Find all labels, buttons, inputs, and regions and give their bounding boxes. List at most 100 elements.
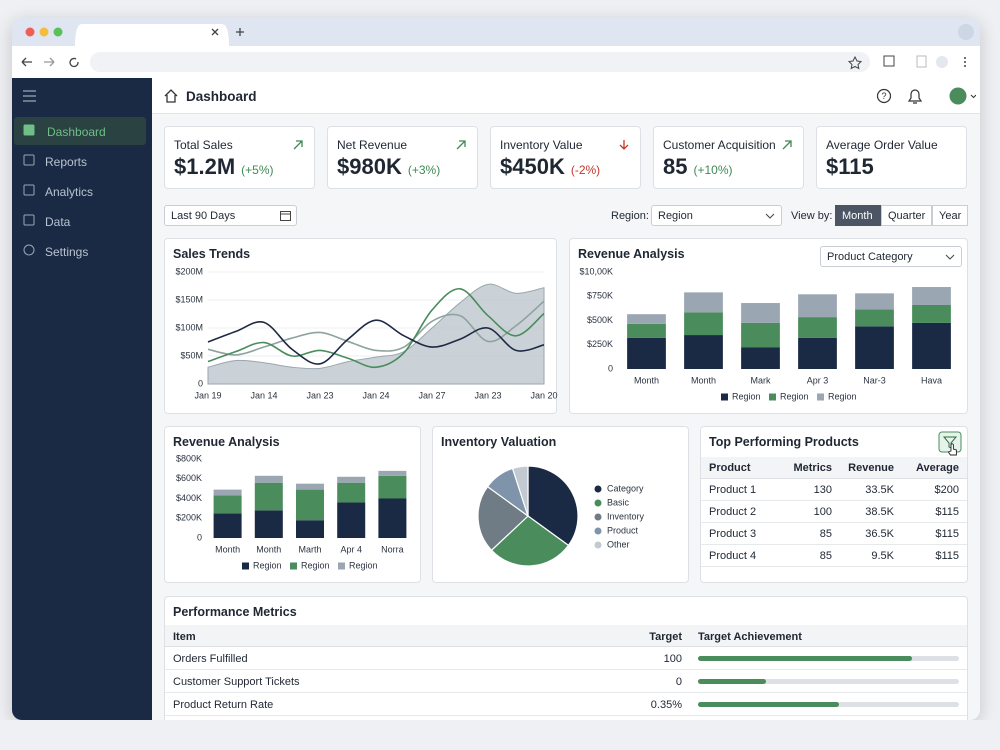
column-header: Target <box>649 631 682 643</box>
column-header: Target Achievement <box>698 631 802 643</box>
arrow <box>782 140 792 150</box>
hamburger[interactable] <box>23 90 37 102</box>
card-title: Revenue Analysis <box>173 435 280 449</box>
nav-item[interactable]: Analytics <box>12 177 152 205</box>
page-title: Dashboard <box>186 89 257 104</box>
min-dot[interactable] <box>39 27 49 37</box>
menu[interactable] <box>958 24 974 40</box>
nav-item[interactable]: Dashboard <box>14 117 146 145</box>
nav-item[interactable]: Settings <box>12 237 152 265</box>
table-row[interactable]: Product Return Rate 0.35% <box>165 693 967 716</box>
table-row[interactable]: Product 4 85 9.5K $115 <box>701 545 967 567</box>
icon-shape <box>23 184 35 196</box>
table-cell: 0 <box>675 676 682 688</box>
forward[interactable] <box>44 57 55 67</box>
kpi-label: Customer Acquisition <box>663 138 776 152</box>
table-row[interactable]: Orders Fulfilled 100 <box>165 647 967 670</box>
table-cell: Customer Support Tickets <box>173 676 300 688</box>
column-header: Average <box>915 462 959 474</box>
kpi-change: (+5%) <box>241 163 274 177</box>
card-title: Sales Trends <box>173 247 251 261</box>
table-cell: 100 <box>813 506 832 518</box>
region-select[interactable]: Region <box>651 205 782 226</box>
kpi-label: Inventory Value <box>500 138 583 152</box>
view-option[interactable]: Quarter <box>881 205 932 226</box>
nav-icon <box>23 154 35 166</box>
date-range: Last 90 Days <box>171 210 236 222</box>
sales-trends-card: Sales Trends <box>164 238 557 414</box>
kpi-label: Total Sales <box>174 138 233 152</box>
kpi-value: $1.2M (+5%) <box>174 154 274 180</box>
nav-item[interactable]: Reports <box>12 147 152 175</box>
backdrop <box>0 720 1000 750</box>
bookmark[interactable] <box>847 55 863 70</box>
notifications[interactable] <box>907 89 923 104</box>
sidepanel[interactable] <box>916 55 927 68</box>
view-option[interactable]: Year <box>932 205 968 226</box>
category-select[interactable]: Product Category <box>820 246 962 267</box>
date-picker[interactable]: Last 90 Days <box>164 205 297 226</box>
tab-close[interactable] <box>211 28 219 36</box>
svg-text:?: ? <box>881 91 886 101</box>
nav-icon <box>23 214 35 226</box>
kpi-number: $980K <box>337 154 402 179</box>
table-cell: 33.5K <box>865 484 894 496</box>
column-header: Product <box>709 462 751 474</box>
table-cell: 38.5K <box>865 506 894 518</box>
table-row[interactable]: Product 3 85 36.5K $115 <box>701 523 967 545</box>
revenue-left-card: Revenue Analysis <box>164 426 421 583</box>
new-tab[interactable] <box>236 28 244 36</box>
performance-card: Performance Metrics Item Target Target Ach… <box>164 596 968 726</box>
region-value: Region <box>658 210 693 222</box>
table-row[interactable]: Product 2 100 38.5K $115 <box>701 501 967 523</box>
kpi-label: Average Order Value <box>826 138 938 152</box>
kpi-number: $115 <box>826 154 874 179</box>
tab[interactable] <box>75 24 229 46</box>
table-cell: $115 <box>935 528 959 540</box>
progress-bar <box>698 679 766 684</box>
table-row[interactable]: Product 1 130 33.5K $200 <box>701 479 967 501</box>
table-cell: $200 <box>934 484 959 496</box>
kpi-change: (+10%) <box>693 163 733 177</box>
progress-track <box>698 679 959 684</box>
inventory-card: Inventory Valuation <box>432 426 689 583</box>
region-label: Region: <box>611 210 649 222</box>
top-products-card: Top Performing Products Product Metrics Re… <box>700 426 968 583</box>
extensions[interactable] <box>883 55 895 67</box>
icon-shape <box>23 244 35 256</box>
table-row[interactable]: Customer Support Tickets 0 <box>165 670 967 693</box>
column-header: Metrics <box>793 462 832 474</box>
progress-bar <box>698 656 913 661</box>
table-cell: $115 <box>935 506 959 518</box>
reload[interactable] <box>69 57 79 68</box>
nav-item[interactable]: Data <box>12 207 152 235</box>
kpi-number: 85 <box>663 154 688 179</box>
max-dot[interactable] <box>53 27 63 37</box>
table-cell: Product 3 <box>709 528 757 540</box>
table-cell: Product Return Rate <box>173 699 274 711</box>
view-label: View by: <box>791 210 833 222</box>
close-dot[interactable] <box>25 27 35 37</box>
table-cell: 9.5K <box>871 550 894 562</box>
nav-icon <box>23 184 35 196</box>
arrow <box>619 140 629 150</box>
address-bar[interactable] <box>90 52 870 72</box>
card-title: Inventory Valuation <box>441 435 557 449</box>
icon-shape <box>23 154 35 166</box>
kpi-value: $115 <box>826 154 874 180</box>
table-cell: 85 <box>819 528 832 540</box>
trend-arrow <box>456 140 466 150</box>
avatar[interactable] <box>949 87 967 105</box>
category-value: Product Category <box>827 251 913 263</box>
table-cell: Product 2 <box>709 506 757 518</box>
help[interactable] <box>876 88 892 104</box>
kpi-card: Net Revenue $980K (+3%) <box>327 126 478 189</box>
back[interactable] <box>21 57 32 67</box>
filter-button[interactable] <box>938 431 964 463</box>
kpi-change: (+3%) <box>407 163 441 177</box>
view-option[interactable]: Month <box>835 205 881 226</box>
nav-icon <box>23 244 35 256</box>
home-icon[interactable] <box>163 88 179 104</box>
profile[interactable] <box>936 56 948 68</box>
